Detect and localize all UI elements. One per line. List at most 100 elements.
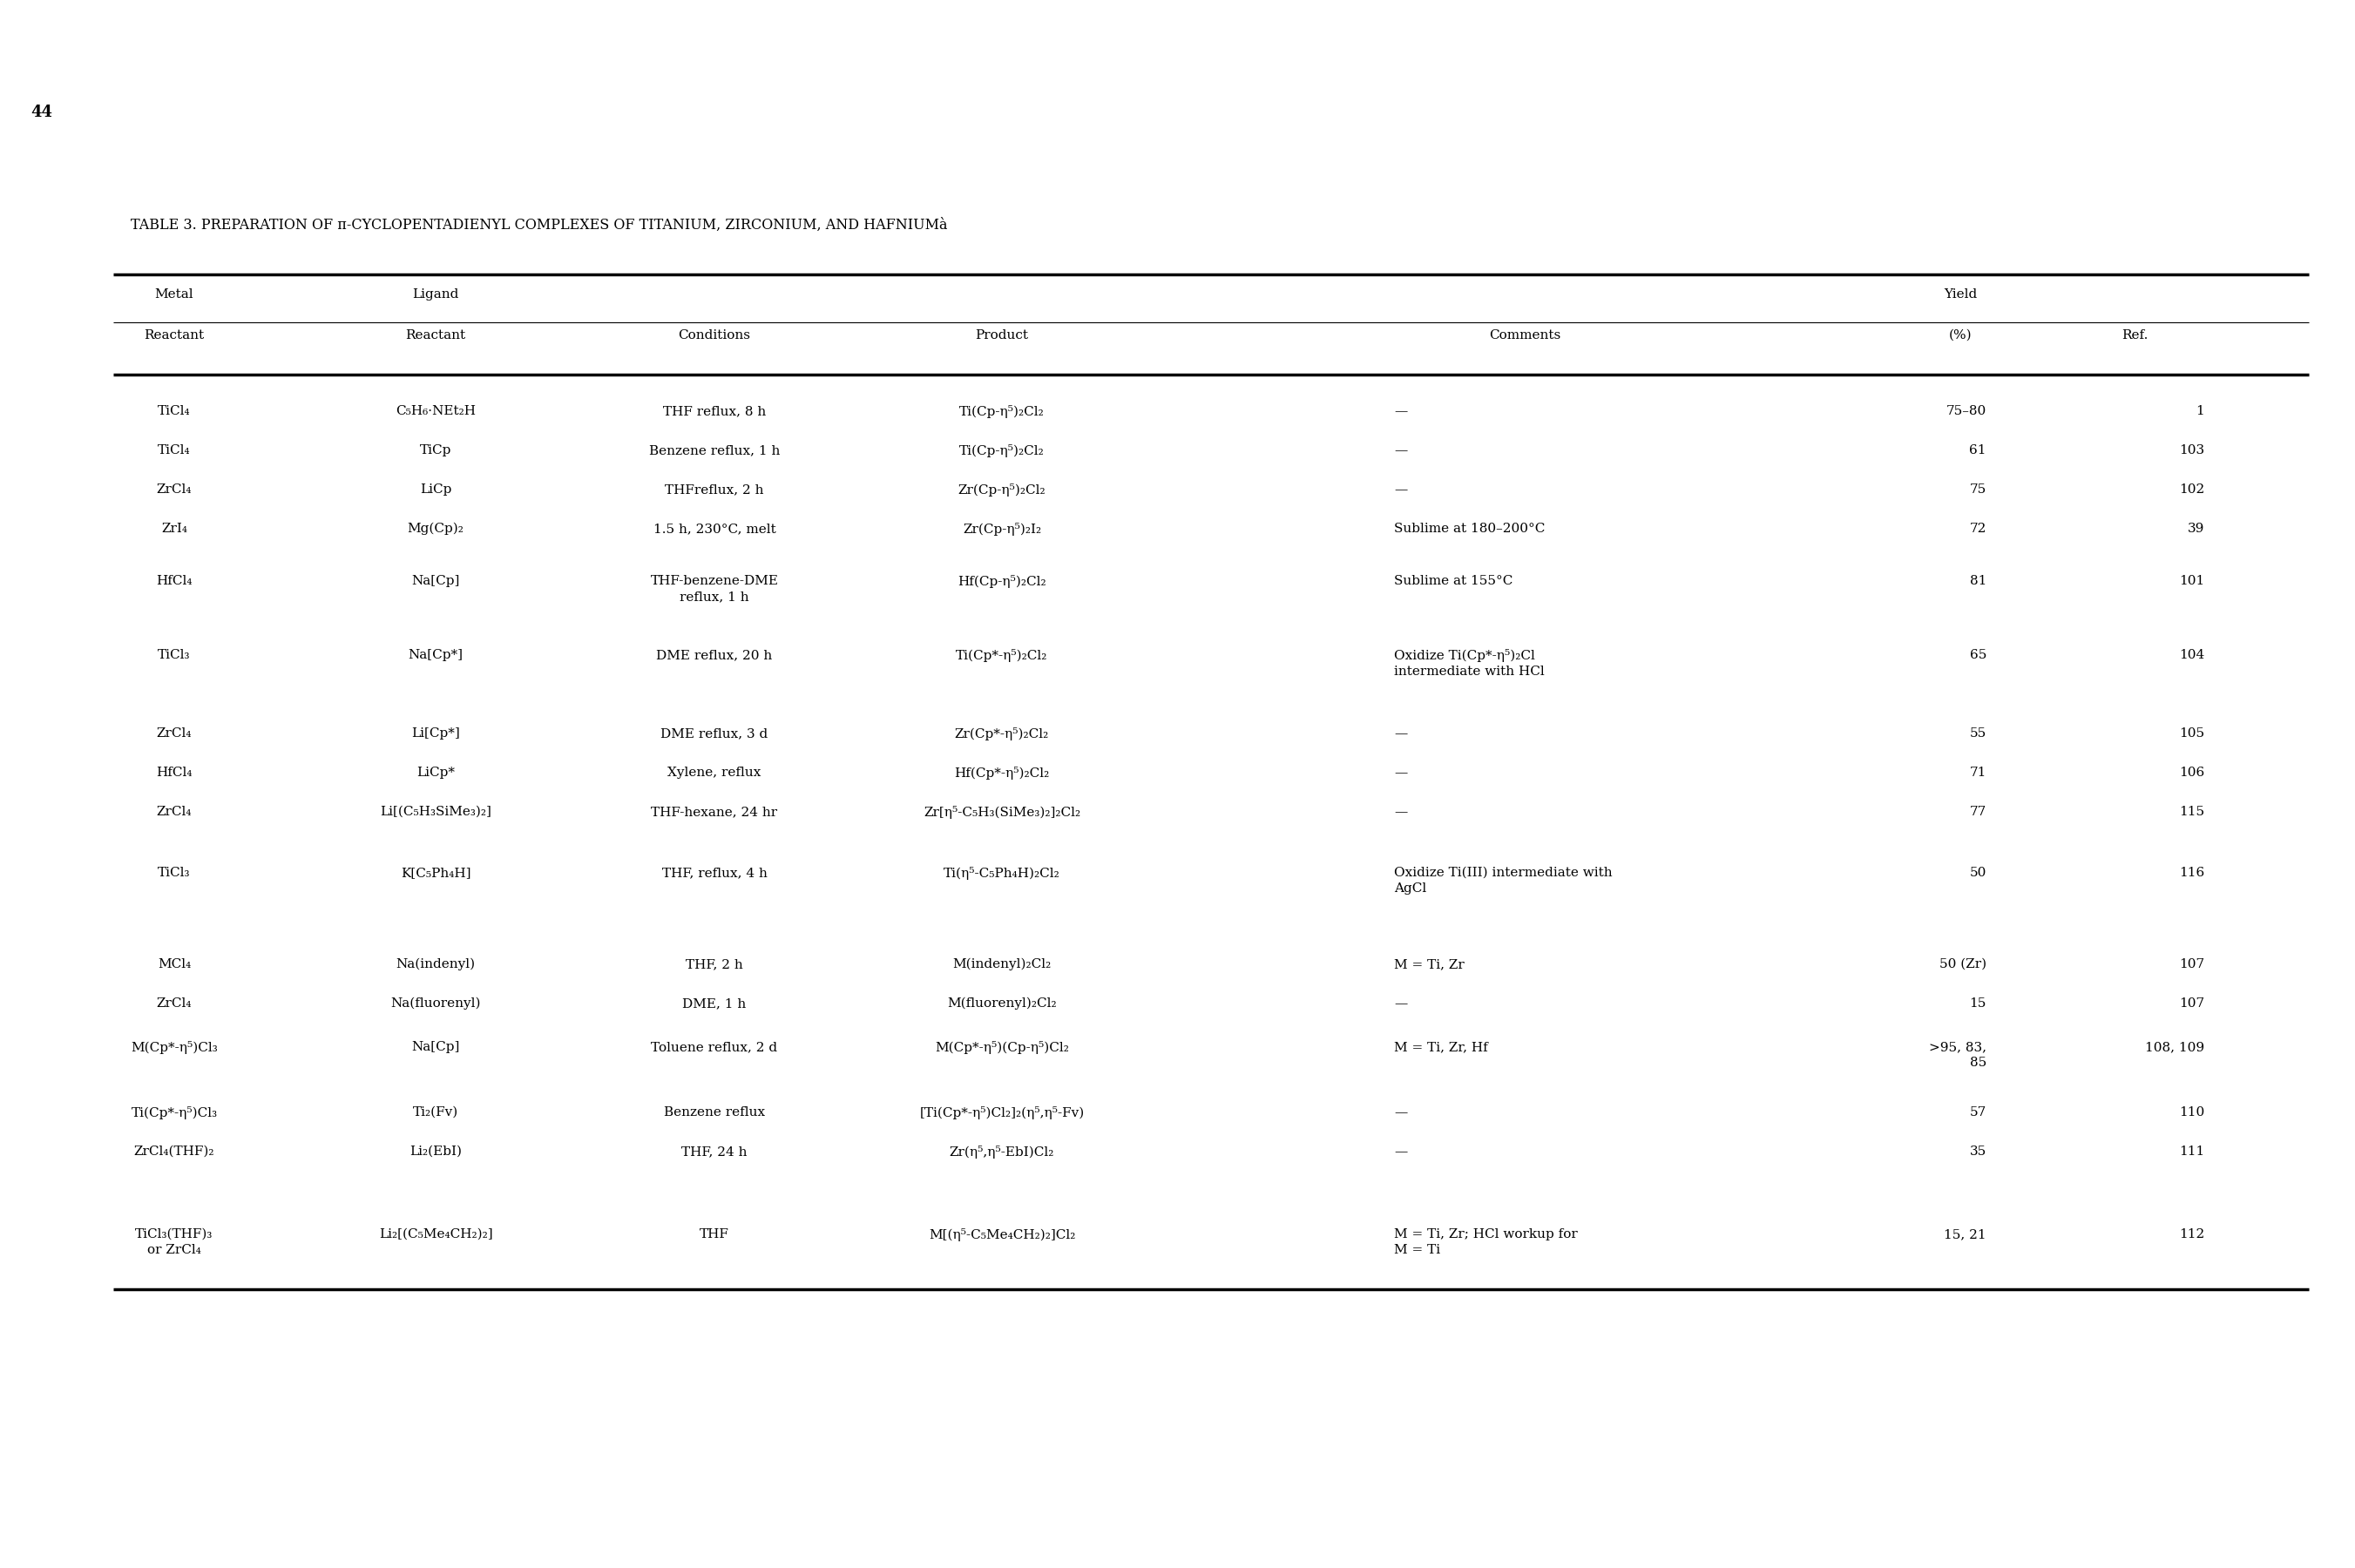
- Text: Hf(Cp*-η⁵)₂Cl₂: Hf(Cp*-η⁵)₂Cl₂: [954, 767, 1050, 779]
- Text: TiCl₃: TiCl₃: [158, 867, 191, 880]
- Text: —: —: [1394, 728, 1408, 740]
- Text: 77: 77: [1969, 806, 1988, 818]
- Text: Li[Cp*]: Li[Cp*]: [412, 728, 459, 740]
- Text: 81: 81: [1969, 575, 1988, 586]
- Text: —: —: [1394, 806, 1408, 818]
- Text: HfCl₄: HfCl₄: [155, 767, 193, 779]
- Text: 111: 111: [2178, 1146, 2204, 1157]
- Text: 75: 75: [1969, 483, 1988, 495]
- Text: DME reflux, 3 d: DME reflux, 3 d: [662, 728, 768, 740]
- Text: >95, 83,
85: >95, 83, 85: [1929, 1041, 1988, 1069]
- Text: ZrCl₄: ZrCl₄: [158, 728, 191, 740]
- Text: THF-benzene-DME
reflux, 1 h: THF-benzene-DME reflux, 1 h: [650, 575, 780, 604]
- Text: Na[Cp*]: Na[Cp*]: [407, 649, 464, 662]
- Text: —: —: [1394, 767, 1408, 779]
- Text: 15, 21: 15, 21: [1945, 1228, 1988, 1240]
- Text: Ti₂(Fv): Ti₂(Fv): [412, 1107, 459, 1118]
- Text: HfCl₄: HfCl₄: [155, 575, 193, 586]
- Text: K[C₅Ph₄H]: K[C₅Ph₄H]: [400, 867, 471, 880]
- Text: 1.5 h, 230°C, melt: 1.5 h, 230°C, melt: [652, 522, 775, 535]
- Text: ZrI₄: ZrI₄: [160, 522, 188, 535]
- Text: Comments: Comments: [1488, 329, 1561, 342]
- Text: 44: 44: [31, 105, 52, 121]
- Text: (%): (%): [1948, 329, 1971, 342]
- Text: Yield: Yield: [1943, 289, 1976, 301]
- Text: THF-hexane, 24 hr: THF-hexane, 24 hr: [652, 806, 777, 818]
- Text: 39: 39: [2188, 522, 2204, 535]
- Text: Oxidize Ti(III) intermediate with
AgCl: Oxidize Ti(III) intermediate with AgCl: [1394, 867, 1613, 895]
- Text: Li₂(EbI): Li₂(EbI): [410, 1146, 462, 1157]
- Text: Na(fluorenyl): Na(fluorenyl): [391, 997, 480, 1010]
- Text: 35: 35: [1969, 1146, 1988, 1157]
- Text: 101: 101: [2178, 575, 2204, 586]
- Text: TiCl₃(THF)₃
or ZrCl₄: TiCl₃(THF)₃ or ZrCl₄: [134, 1228, 214, 1256]
- Text: 65: 65: [1969, 649, 1988, 662]
- Text: Na[Cp]: Na[Cp]: [412, 1041, 459, 1054]
- Text: Sublime at 155°C: Sublime at 155°C: [1394, 575, 1512, 586]
- Text: Mg(Cp)₂: Mg(Cp)₂: [407, 522, 464, 535]
- Text: M(indenyl)₂Cl₂: M(indenyl)₂Cl₂: [954, 958, 1050, 971]
- Text: 106: 106: [2178, 767, 2204, 779]
- Text: Ligand: Ligand: [412, 289, 459, 301]
- Text: M[(η⁵-C₅Me₄CH₂)₂]Cl₂: M[(η⁵-C₅Me₄CH₂)₂]Cl₂: [928, 1228, 1076, 1242]
- Text: 75–80: 75–80: [1945, 405, 1988, 417]
- Text: M = Ti, Zr; HCl workup for
M = Ti: M = Ti, Zr; HCl workup for M = Ti: [1394, 1228, 1578, 1256]
- Text: TABLE 3. PREPARATION OF π-CYCLOPENTADIENYL COMPLEXES OF TITANIUM, ZIRCONIUM, AND: TABLE 3. PREPARATION OF π-CYCLOPENTADIEN…: [130, 218, 947, 232]
- Text: TiCp: TiCp: [419, 444, 452, 456]
- Text: 116: 116: [2178, 867, 2204, 880]
- Text: 105: 105: [2178, 728, 2204, 740]
- Text: Li₂[(C₅Me₄CH₂)₂]: Li₂[(C₅Me₄CH₂)₂]: [379, 1228, 492, 1240]
- Text: 107: 107: [2178, 958, 2204, 971]
- Text: 102: 102: [2178, 483, 2204, 495]
- Text: Ti(η⁵-C₅Ph₄H)₂Cl₂: Ti(η⁵-C₅Ph₄H)₂Cl₂: [944, 867, 1060, 880]
- Text: M = Ti, Zr: M = Ti, Zr: [1394, 958, 1465, 971]
- Text: THF: THF: [699, 1228, 730, 1240]
- Text: Toluene reflux, 2 d: Toluene reflux, 2 d: [652, 1041, 777, 1054]
- Text: THF reflux, 8 h: THF reflux, 8 h: [662, 405, 765, 417]
- Text: Product: Product: [975, 329, 1029, 342]
- Text: 107: 107: [2178, 997, 2204, 1010]
- Text: 108, 109: 108, 109: [2145, 1041, 2204, 1054]
- Text: 103: 103: [2178, 444, 2204, 456]
- Text: 1: 1: [2195, 405, 2204, 417]
- Text: M(Cp*-η⁵)(Cp-η⁵)Cl₂: M(Cp*-η⁵)(Cp-η⁵)Cl₂: [935, 1041, 1069, 1054]
- Text: Reactant: Reactant: [405, 329, 466, 342]
- Text: 57: 57: [1969, 1107, 1988, 1118]
- Text: Oxidize Ti(Cp*-η⁵)₂Cl
intermediate with HCl: Oxidize Ti(Cp*-η⁵)₂Cl intermediate with …: [1394, 649, 1545, 677]
- Text: —: —: [1394, 444, 1408, 456]
- Text: Ti(Cp*-η⁵)₂Cl₂: Ti(Cp*-η⁵)₂Cl₂: [956, 649, 1048, 662]
- Text: 61: 61: [1969, 444, 1988, 456]
- Text: Metal: Metal: [155, 289, 193, 301]
- Text: —: —: [1394, 997, 1408, 1010]
- Text: C₅H₆·NEt₂H: C₅H₆·NEt₂H: [396, 405, 476, 417]
- Text: TiCl₄: TiCl₄: [158, 444, 191, 456]
- Text: THF, 24 h: THF, 24 h: [681, 1146, 747, 1157]
- Text: Reactant: Reactant: [144, 329, 205, 342]
- Text: M(fluorenyl)₂Cl₂: M(fluorenyl)₂Cl₂: [947, 997, 1057, 1010]
- Text: TiCl₄: TiCl₄: [158, 405, 191, 417]
- Text: 55: 55: [1969, 728, 1988, 740]
- Text: THF, reflux, 4 h: THF, reflux, 4 h: [662, 867, 768, 880]
- Text: —: —: [1394, 483, 1408, 495]
- Text: Ti(Cp-η⁵)₂Cl₂: Ti(Cp-η⁵)₂Cl₂: [958, 405, 1046, 419]
- Text: Benzene reflux, 1 h: Benzene reflux, 1 h: [650, 444, 780, 456]
- Text: —: —: [1394, 405, 1408, 417]
- Text: MCl₄: MCl₄: [158, 958, 191, 971]
- Text: Zr(Cp-η⁵)₂I₂: Zr(Cp-η⁵)₂I₂: [963, 522, 1041, 536]
- Text: 15: 15: [1969, 997, 1988, 1010]
- Text: 50: 50: [1969, 867, 1988, 880]
- Text: 72: 72: [1969, 522, 1988, 535]
- Text: 110: 110: [2178, 1107, 2204, 1118]
- Text: Xylene, reflux: Xylene, reflux: [669, 767, 761, 779]
- Text: Zr[η⁵-C₅H₃(SiMe₃)₂]₂Cl₂: Zr[η⁵-C₅H₃(SiMe₃)₂]₂Cl₂: [923, 806, 1081, 818]
- Text: Zr(Cp-η⁵)₂Cl₂: Zr(Cp-η⁵)₂Cl₂: [958, 483, 1046, 497]
- Text: 104: 104: [2178, 649, 2204, 662]
- Text: Hf(Cp-η⁵)₂Cl₂: Hf(Cp-η⁵)₂Cl₂: [958, 575, 1046, 588]
- Text: [Ti(Cp*-η⁵)Cl₂]₂(η⁵,η⁵-Fv): [Ti(Cp*-η⁵)Cl₂]₂(η⁵,η⁵-Fv): [918, 1107, 1083, 1120]
- Text: Na[Cp]: Na[Cp]: [412, 575, 459, 586]
- Text: M = Ti, Zr, Hf: M = Ti, Zr, Hf: [1394, 1041, 1488, 1054]
- Text: Ref.: Ref.: [2122, 329, 2148, 342]
- Text: 112: 112: [2178, 1228, 2204, 1240]
- Text: Conditions: Conditions: [678, 329, 751, 342]
- Text: ZrCl₄(THF)₂: ZrCl₄(THF)₂: [134, 1146, 214, 1157]
